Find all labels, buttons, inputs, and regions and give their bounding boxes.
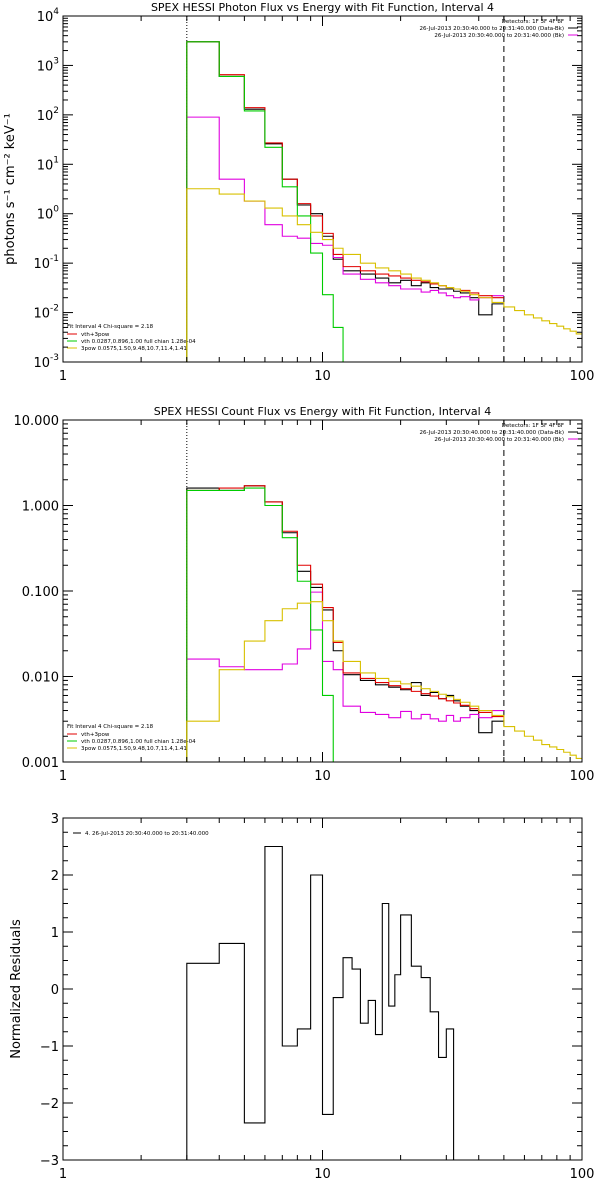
chart-title: SPEX HESSI Count Flux vs Energy with Fit… xyxy=(154,405,491,418)
panel-3: 1 10 100 −3 −2 −1 0 1 2 3 Normalized Residuals 4. 2… xyxy=(9,812,595,1182)
x-tick-label: 100 xyxy=(570,369,595,384)
series-data-bk xyxy=(186,41,504,362)
header-line-3: 26-Jul-2013 20:30:40.000 to 20:31:40.000… xyxy=(434,33,564,39)
y-tick-exponent: -2 xyxy=(50,304,59,314)
y-axis-label: photons s⁻¹ cm⁻² keV⁻¹ xyxy=(3,113,18,265)
series-3pow xyxy=(186,188,582,362)
x-tick-label: 10 xyxy=(314,369,331,384)
y-tick-label: 10.000 xyxy=(14,414,60,429)
y-tick-label: 10-1 xyxy=(33,254,59,272)
y-tick-label: 1 xyxy=(51,926,59,941)
y-tick-exponent: -1 xyxy=(50,254,59,264)
legend-title: Fit Interval 4 Chi-square = 2.18 xyxy=(67,724,154,730)
series-vth xyxy=(186,41,344,362)
y-tick-label: 10-3 xyxy=(33,353,59,371)
x-tick-label: 10 xyxy=(314,1167,331,1182)
x-tick-label: 100 xyxy=(570,1167,595,1182)
series-group xyxy=(186,485,582,762)
y-tick-label: −3 xyxy=(40,1154,59,1169)
y-tick-label: 100 xyxy=(37,205,60,223)
panel-2: SPEX HESSI Count Flux vs Energy with Fit… xyxy=(14,405,595,784)
legend-label: 3pow 0.0575,1.50,9.48,10.7,11.4,1.41 xyxy=(81,746,187,752)
legend-label: vth 0.0287,0.896,1.00 full chian 1.28e-0… xyxy=(81,739,196,745)
y-tick-label: 104 xyxy=(37,7,60,25)
y-tick-base: 10 xyxy=(33,257,50,272)
x-tick-label: 1 xyxy=(59,369,67,384)
legend-label: vth+3pow xyxy=(81,732,110,738)
series-data-bk xyxy=(186,485,504,762)
series-vth-3pow xyxy=(186,41,504,362)
y-tick-label: 103 xyxy=(37,56,59,74)
legend-label: 4. 26-Jul-2013 20:30:40.000 to 20:31:40.… xyxy=(85,831,209,837)
y-tick-label: 101 xyxy=(37,155,59,173)
y-tick-label: 102 xyxy=(37,106,59,124)
header-line-1: Detectors: 1F 3F 4F 8F xyxy=(502,423,564,429)
y-tick-label: 1.000 xyxy=(22,500,59,515)
y-tick-label: 0.001 xyxy=(22,756,59,771)
header-line-2: 26-Jul-2013 20:30:40.000 to 20:31:40.000… xyxy=(420,26,565,32)
y-tick-exponent: 2 xyxy=(53,106,59,116)
y-tick-exponent: 4 xyxy=(53,7,59,17)
header-line-2: 26-Jul-2013 20:30:40.000 to 20:31:40.000… xyxy=(420,430,565,436)
y-tick-label: 0.010 xyxy=(22,671,59,686)
y-tick-base: 10 xyxy=(33,307,50,322)
x-tick-label: 1 xyxy=(59,769,67,784)
y-tick-label: −1 xyxy=(40,1040,59,1055)
y-tick-exponent: 1 xyxy=(53,155,59,165)
y-tick-base: 10 xyxy=(37,208,54,223)
header-line-1: Detectors: 1F 3F 4F 8F xyxy=(502,19,564,25)
y-tick-base: 10 xyxy=(33,356,50,371)
y-tick-base: 10 xyxy=(37,10,54,25)
series-bk xyxy=(186,591,504,762)
series-group xyxy=(186,845,455,1160)
series-group xyxy=(186,41,582,362)
series-bk xyxy=(186,116,504,362)
x-tick-label: 1 xyxy=(59,1167,67,1182)
y-axis-label: Normalized Residuals xyxy=(9,919,24,1059)
header-line-3: 26-Jul-2013 20:30:40.000 to 20:31:40.000… xyxy=(434,437,564,443)
legend-label: 3pow 0.0575,1.50,9.48,10.7,11.4,1.41 xyxy=(81,346,187,352)
legend-label: vth+3pow xyxy=(81,332,110,338)
x-tick-label: 10 xyxy=(314,769,331,784)
y-tick-label: −2 xyxy=(40,1097,59,1112)
y-tick-base: 10 xyxy=(37,158,54,173)
series-vth xyxy=(186,487,344,762)
y-tick-label: 0.100 xyxy=(22,585,59,600)
series-3pow xyxy=(186,601,582,762)
y-tick-label: 10-2 xyxy=(33,304,59,322)
y-tick-exponent: -3 xyxy=(50,353,59,363)
y-tick-base: 10 xyxy=(37,59,54,74)
y-tick-exponent: 3 xyxy=(53,56,59,66)
series-4-26-jul-2013-20-30-40-000-to-20-31-40-000 xyxy=(186,845,455,1160)
chart-title: SPEX HESSI Photon Flux vs Energy with Fi… xyxy=(151,1,494,14)
legend-label: vth 0.0287,0.896,1.00 full chian 1.28e-0… xyxy=(81,339,196,345)
y-tick-label: 2 xyxy=(51,869,59,884)
series-vth-3pow xyxy=(186,485,504,762)
y-tick-label: 3 xyxy=(51,812,59,827)
x-tick-label: 100 xyxy=(570,769,595,784)
y-tick-exponent: 0 xyxy=(53,205,59,215)
legend-title: Fit Interval 4 Chi-square = 2.18 xyxy=(67,324,154,330)
y-tick-label: 0 xyxy=(51,983,59,998)
y-tick-base: 10 xyxy=(37,109,54,124)
panel-1: SPEX HESSI Photon Flux vs Energy with Fi… xyxy=(3,1,594,384)
